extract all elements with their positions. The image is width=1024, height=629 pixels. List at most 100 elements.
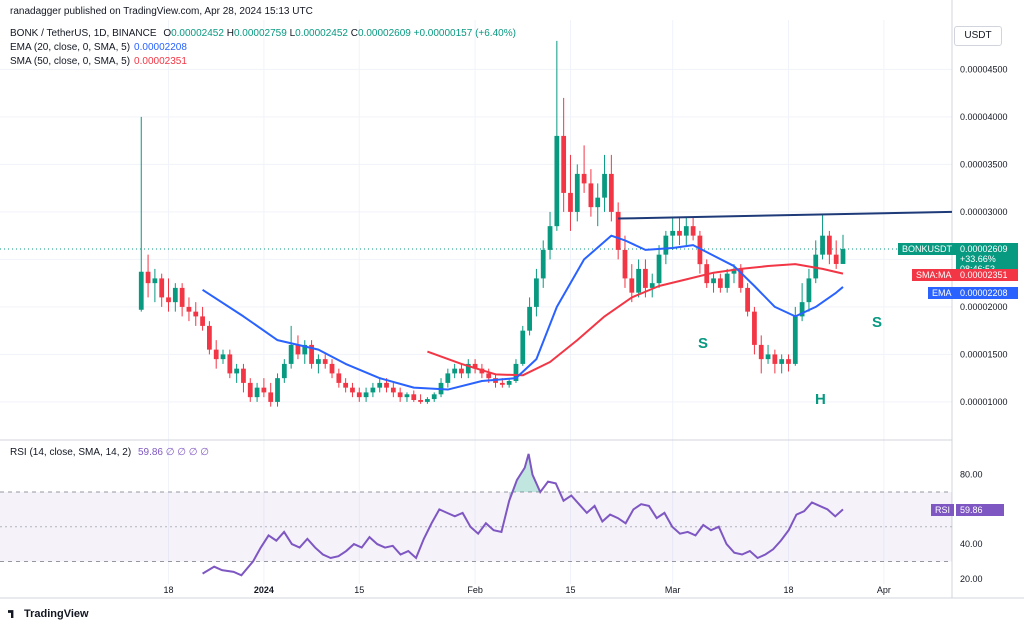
candle-body	[588, 183, 594, 208]
ema-tag-value: 0.00002208	[956, 286, 1018, 299]
candle-body	[445, 373, 451, 383]
candle-body	[602, 173, 607, 198]
candle-body	[547, 226, 553, 250]
time-tick-label: 2024	[254, 585, 274, 595]
time-tick-label: Mar	[665, 585, 681, 595]
rsi-tick-label: 20.00	[960, 574, 983, 584]
rsi-tag-label: RSI	[931, 503, 955, 516]
pattern-annotations: S H S	[698, 314, 882, 408]
candle-body	[179, 287, 185, 307]
pattern-label: S	[698, 335, 708, 352]
candle-body	[786, 359, 791, 364]
candle-body	[411, 394, 417, 400]
candle-body	[220, 354, 226, 360]
candle-body	[241, 368, 246, 383]
candle-body	[643, 268, 648, 288]
candle-body	[711, 278, 716, 284]
candle-body	[397, 392, 403, 398]
candle-body	[247, 382, 253, 398]
candle-body	[724, 273, 730, 288]
candlestick-series	[138, 40, 846, 407]
candle-body	[234, 368, 240, 374]
time-axis: 18 2024 15 Feb 15 Mar 18 Apr	[0, 585, 1024, 599]
neckline-trendline	[618, 210, 953, 220]
candle-body	[554, 135, 560, 227]
candle-body	[520, 330, 526, 364]
candle-body	[186, 306, 192, 312]
candle-body	[792, 316, 798, 364]
symbol-name: BONK / TetherUS, 1D, BINANCE	[10, 28, 157, 39]
price-tick-label: 0.00003500	[960, 159, 1008, 169]
currency-selector[interactable]: USDT	[954, 26, 1002, 46]
candle-body	[656, 254, 662, 284]
sma-tag-label: SMA:MA	[912, 269, 956, 282]
candle-body	[472, 363, 478, 369]
candle-body	[459, 368, 464, 374]
candle-body	[779, 359, 785, 364]
candle-body	[499, 382, 505, 385]
candle-body	[738, 268, 744, 288]
candle-body	[370, 387, 376, 393]
pattern-label: H	[815, 391, 826, 408]
candle-body	[731, 268, 737, 274]
candle-body	[840, 249, 846, 264]
candle-body	[772, 354, 778, 364]
candle-body	[527, 306, 532, 331]
candle-body	[288, 344, 294, 364]
candle-body	[302, 344, 308, 355]
sma-50-line	[427, 263, 844, 377]
symbol-title: BONK / TetherUS, 1D, BINANCE O0.00002452…	[10, 28, 516, 39]
time-tick-label: Feb	[467, 585, 483, 595]
rsi-tag-value: 59.86	[956, 503, 1004, 516]
price-tick-label: 0.00002000	[960, 302, 1008, 312]
price-tick-label: 0.00003000	[960, 207, 1008, 217]
candle-body	[465, 363, 471, 374]
ema-legend[interactable]: EMA (20, close, 0, SMA, 5) 0.00002208	[10, 42, 187, 53]
candle-body	[534, 278, 539, 307]
candle-body	[404, 394, 410, 398]
candle-body	[486, 373, 492, 379]
candle-body	[574, 173, 580, 212]
candle-body	[309, 344, 314, 364]
candle-body	[281, 363, 287, 379]
moving-average-lines	[202, 210, 953, 391]
candle-body	[683, 226, 689, 236]
price-tick-label: 0.00004000	[960, 112, 1008, 122]
candle-body	[213, 349, 219, 360]
candle-body	[670, 230, 676, 236]
candle-body	[568, 192, 573, 212]
candle-body	[418, 400, 423, 402]
candle-body	[595, 197, 601, 208]
candle-body	[390, 387, 396, 393]
candle-body	[207, 325, 212, 350]
candle-body	[717, 278, 723, 288]
candle-body	[200, 316, 205, 326]
candle-body	[295, 344, 301, 355]
ohlc-readout: O0.00002452 H0.00002759 L0.00002452 C0.0…	[163, 28, 516, 39]
candle-body	[193, 311, 199, 317]
candle-body	[350, 387, 355, 393]
candle-body	[425, 399, 430, 402]
pattern-label: S	[872, 314, 882, 331]
candle-body	[826, 235, 832, 255]
candle-body	[268, 392, 274, 402]
published-by: ranadagger published on TradingView.com,…	[10, 6, 313, 17]
candle-body	[752, 311, 757, 345]
candle-body	[765, 354, 771, 360]
sma-legend[interactable]: SMA (50, close, 0, SMA, 5) 0.00002351	[10, 56, 187, 67]
candle-body	[343, 382, 349, 388]
candle-body	[540, 249, 546, 279]
ema-tag-label: EMA	[928, 286, 956, 299]
price-tick-label: 0.00001000	[960, 397, 1008, 407]
rsi-legend[interactable]: RSI (14, close, SMA, 14, 2) 59.86 ∅ ∅ ∅ …	[10, 447, 209, 458]
rsi-tick-label: 40.00	[960, 539, 983, 549]
ema-20-line	[202, 234, 844, 391]
candle-body	[172, 287, 178, 303]
candle-body	[384, 382, 389, 388]
candle-body	[690, 226, 696, 236]
candle-body	[561, 135, 567, 193]
candle-body	[608, 173, 614, 212]
candle-body	[649, 283, 655, 288]
rsi-tick-label: 80.00	[960, 470, 983, 480]
